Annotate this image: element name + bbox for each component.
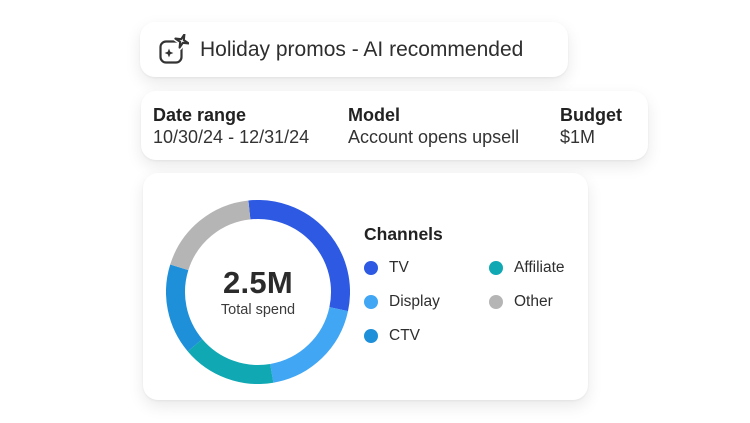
legend-label: TV	[389, 259, 409, 276]
donut-segment-affiliate	[187, 338, 274, 384]
display-dot-icon	[364, 295, 378, 309]
donut-segment-tv	[248, 200, 350, 312]
spend-donut-chart	[166, 200, 350, 384]
field-budget: Budget $1M	[560, 104, 648, 160]
donut-segment-display	[269, 306, 348, 383]
legend-label: CTV	[389, 327, 420, 344]
field-label: Budget	[560, 105, 622, 125]
legend-label: Other	[514, 293, 553, 310]
channels-legend: Channels TV Display CTV Affiliate	[364, 224, 565, 353]
field-date-range: Date range 10/30/24 - 12/31/24	[153, 104, 348, 160]
affiliate-dot-icon	[489, 261, 503, 275]
field-label: Model	[348, 105, 400, 125]
ctv-dot-icon	[364, 329, 378, 343]
field-model: Model Account opens upsell	[348, 104, 560, 160]
tv-dot-icon	[364, 261, 378, 275]
donut-segment-other	[170, 200, 251, 271]
legend-items: TV Display CTV Affiliate Other	[364, 251, 565, 353]
donut-segment-ctv	[166, 264, 203, 352]
field-value: Account opens upsell	[348, 127, 520, 147]
legend-item-other: Other	[489, 285, 565, 319]
legend-label: Display	[389, 293, 440, 310]
plan-title-card[interactable]: Holiday promos - AI recommended	[140, 22, 568, 77]
legend-item-ctv: CTV	[364, 319, 489, 353]
plan-title: Holiday promos - AI recommended	[200, 37, 524, 61]
spend-chart-card: 2.5M Total spend Channels TV Display CTV	[143, 173, 588, 400]
plan-summary-card: Date range 10/30/24 - 12/31/24 Model Acc…	[141, 91, 648, 160]
legend-item-affiliate: Affiliate	[489, 251, 565, 285]
legend-item-tv: TV	[364, 251, 489, 285]
ai-generate-icon	[157, 33, 189, 66]
legend-title: Channels	[364, 224, 443, 244]
field-label: Date range	[153, 105, 247, 125]
other-dot-icon	[489, 295, 503, 309]
field-value: 10/30/24 - 12/31/24	[153, 127, 310, 147]
legend-item-display: Display	[364, 285, 489, 319]
legend-label: Affiliate	[514, 259, 565, 276]
field-value: $1M	[560, 127, 596, 147]
